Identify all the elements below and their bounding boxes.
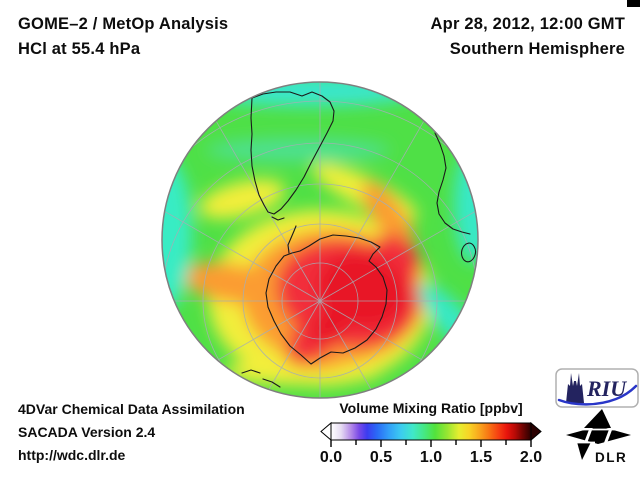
colorbar <box>320 421 542 447</box>
riu-logo: RIU <box>555 368 639 408</box>
riu-logo-text: RIU <box>586 376 627 401</box>
coastline-madagascar <box>461 242 477 263</box>
colorbar-tick-label: 0.5 <box>369 449 393 466</box>
colorbar-right-arrow <box>530 421 542 442</box>
dlr-band <box>566 426 631 444</box>
coastline-antarctica <box>265 234 388 365</box>
corner-mark <box>627 0 640 7</box>
colorbar-title: Volume Mixing Ratio [ppbv] <box>339 400 523 416</box>
coastline-new-zealand <box>241 369 281 388</box>
cathedral-icon <box>566 373 584 403</box>
dlr-bottom-wing <box>577 442 591 460</box>
coastline-africa <box>434 132 471 235</box>
product-subtitle: HCl at 55.4 hPa <box>18 40 141 58</box>
colorbar-tick-label: 0.0 <box>319 449 343 466</box>
coastline-south-america <box>250 91 335 215</box>
product-title: GOME–2 / MetOp Analysis <box>18 15 229 33</box>
hemisphere-label: Southern Hemisphere <box>449 40 625 58</box>
globe-map <box>161 81 479 399</box>
dlr-logo-text: DLR <box>595 450 627 465</box>
coastlines <box>241 91 477 388</box>
colorbar-ticks <box>330 440 532 447</box>
colorbar-tick-label: 2.0 <box>519 449 543 466</box>
colorbar-gradient <box>330 422 532 441</box>
url-label: http://wdc.dlr.de <box>18 447 126 463</box>
header-left: GOME–2 / MetOp Analysis HCl at 55.4 hPa <box>18 12 228 62</box>
colorbar-left-arrow <box>320 421 332 442</box>
header-right: Apr 28, 2012, 12:00 GMT Southern Hemisph… <box>431 12 625 62</box>
colorbar-tick-label: 1.0 <box>419 449 443 466</box>
footer-credits: 4DVar Chemical Data Assimilation SACADA … <box>18 398 245 467</box>
coastline-antarctic-peninsula <box>287 225 297 254</box>
coastline-tierra-del-fuego <box>271 216 285 221</box>
dlr-top-wing <box>584 409 611 428</box>
hcl-field <box>162 82 478 386</box>
timestamp-label: Apr 28, 2012, 12:00 GMT <box>430 15 625 33</box>
dlr-logo: DLR <box>566 409 631 465</box>
globe-rim <box>161 81 479 399</box>
version-label: SACADA Version 2.4 <box>18 424 156 440</box>
assimilation-label: 4DVar Chemical Data Assimilation <box>18 401 245 417</box>
riu-swoosh-icon <box>557 384 638 406</box>
colorbar-tick-label: 1.5 <box>469 449 493 466</box>
